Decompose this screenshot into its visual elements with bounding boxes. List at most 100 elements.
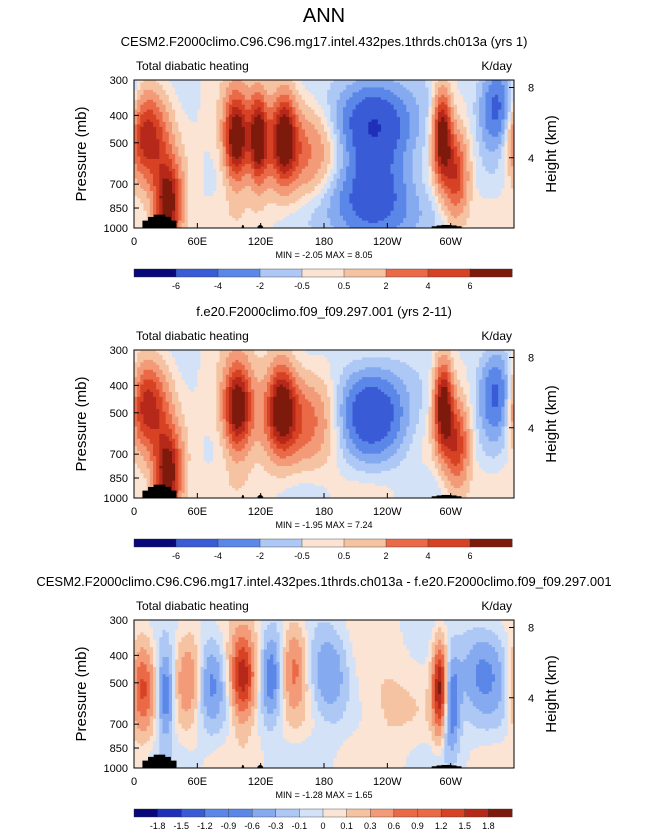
- heatmap-cell: [191, 124, 195, 128]
- heatmap-cell: [343, 181, 347, 184]
- heatmap-cell: [219, 178, 224, 182]
- heatmap-cell: [175, 218, 179, 221]
- heatmap-cell: [149, 109, 154, 113]
- heatmap-cell: [137, 82, 141, 86]
- heatmap-cell: [184, 195, 189, 199]
- heatmap-cell: [219, 191, 224, 194]
- heatmap-cell: [327, 107, 331, 110]
- heatmap-cell: [330, 114, 334, 118]
- heatmap-cell: [187, 166, 192, 170]
- heatmap-cell: [286, 107, 290, 110]
- heatmap-cell: [235, 225, 239, 229]
- heatmap-cell: [184, 129, 189, 133]
- heatmap-cell: [292, 126, 296, 130]
- heatmap-cell: [295, 161, 300, 165]
- heatmap-cell: [317, 82, 322, 86]
- heatmap-cell: [260, 198, 265, 202]
- heatmap-cell: [384, 119, 388, 123]
- heatmap-cell: [254, 136, 258, 140]
- heatmap-cell: [336, 126, 341, 130]
- heatmap-cell: [194, 92, 198, 96]
- heatmap-cell: [286, 84, 290, 88]
- heatmap-cell: [149, 141, 154, 145]
- heatmap-cell: [197, 124, 201, 128]
- heatmap-cell: [216, 107, 220, 110]
- heatmap-cell: [374, 134, 379, 138]
- heatmap-cell: [355, 173, 360, 177]
- heatmap-cell: [276, 203, 281, 207]
- heatmap-cell: [387, 124, 391, 128]
- heatmap-cell: [219, 141, 224, 145]
- heatmap-cell: [187, 134, 192, 138]
- heatmap-cell: [216, 181, 220, 184]
- heatmap-cell: [260, 109, 265, 113]
- heatmap-cell: [143, 87, 148, 91]
- heatmap-cell: [263, 102, 268, 106]
- heatmap-cell: [320, 154, 325, 157]
- heatmap-cell: [197, 136, 201, 140]
- heatmap-cell: [140, 203, 144, 207]
- heatmap-cell: [181, 149, 186, 152]
- heatmap-cell: [213, 104, 217, 108]
- heatmap-cell: [289, 193, 293, 197]
- heatmap-cell: [134, 198, 138, 202]
- heatmap-cell: [257, 112, 262, 115]
- heatmap-cell: [254, 210, 258, 214]
- heatmap-cell: [184, 84, 189, 88]
- heatmap-cell: [194, 158, 198, 162]
- heatmap-cell: [333, 84, 338, 88]
- heatmap-cell: [279, 195, 284, 199]
- heatmap-cell: [327, 84, 331, 88]
- heatmap-cell: [314, 107, 319, 110]
- heatmap-cell: [187, 191, 192, 194]
- heatmap-cell: [213, 213, 217, 217]
- heatmap-cell: [362, 129, 366, 133]
- heatmap-cell: [172, 171, 176, 175]
- heatmap-cell: [197, 89, 201, 93]
- heatmap-cell: [298, 107, 303, 110]
- heatmap-cell: [187, 112, 192, 115]
- heatmap-cell: [178, 146, 182, 150]
- heatmap-cell: [134, 181, 138, 184]
- heatmap-cell: [336, 134, 341, 138]
- heatmap-cell: [374, 218, 379, 221]
- heatmap-cell: [162, 129, 167, 133]
- heatmap-cell: [238, 220, 243, 224]
- heatmap-cell: [352, 173, 357, 177]
- heatmap-cell: [311, 154, 315, 157]
- heatmap-cell: [225, 149, 230, 152]
- heatmap-cell: [143, 107, 148, 110]
- heatmap-cell: [267, 215, 271, 219]
- heatmap-cell: [393, 87, 398, 91]
- heatmap-cell: [175, 134, 179, 138]
- heatmap-cell: [320, 198, 325, 202]
- heatmap-cell: [168, 134, 173, 138]
- heatmap-cell: [191, 178, 195, 182]
- heatmap-cell: [339, 82, 344, 86]
- heatmap-cell: [384, 104, 388, 108]
- heatmap-cell: [187, 203, 192, 207]
- heatmap-cell: [216, 99, 220, 103]
- heatmap-cell: [270, 107, 274, 110]
- heatmap-cell: [292, 223, 296, 226]
- heatmap-cell: [197, 102, 201, 106]
- heatmap-cell: [187, 151, 192, 155]
- heatmap-cell: [393, 205, 398, 209]
- heatmap-cell: [172, 158, 176, 162]
- heatmap-cell: [203, 124, 208, 128]
- heatmap-cell: [317, 144, 322, 147]
- heatmap-cell: [390, 139, 395, 143]
- heatmap-cell: [311, 173, 315, 177]
- heatmap-cell: [219, 158, 224, 162]
- heatmap-cell: [187, 195, 192, 199]
- heatmap-cell: [244, 171, 249, 175]
- heatmap-cell: [168, 124, 173, 128]
- heatmap-cell: [327, 168, 331, 172]
- heatmap-cell: [181, 134, 186, 138]
- heatmap-cell: [346, 136, 350, 140]
- heatmap-cell: [308, 163, 312, 167]
- heatmap-cell: [377, 154, 382, 157]
- heatmap-cell: [168, 114, 173, 118]
- heatmap-cell: [222, 154, 227, 157]
- heatmap-cell: [175, 166, 179, 170]
